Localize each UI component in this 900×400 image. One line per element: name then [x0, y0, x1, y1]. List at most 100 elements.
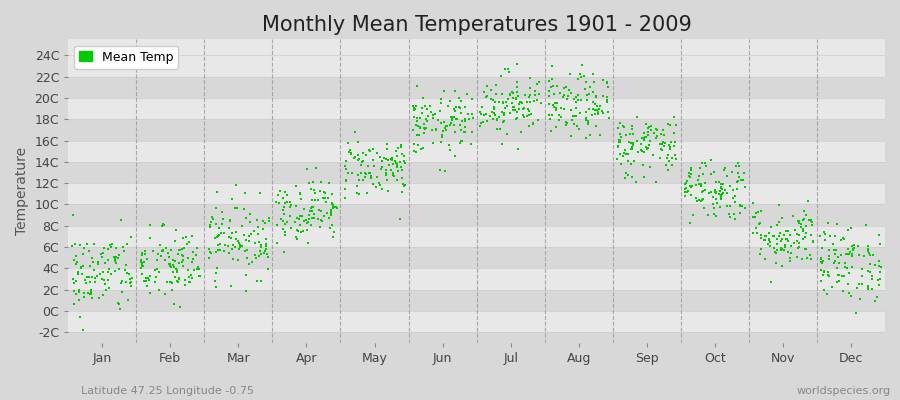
Point	[218, 242, 232, 248]
Point	[542, 112, 556, 118]
Point	[753, 251, 768, 257]
Point	[555, 94, 570, 100]
Point	[92, 295, 106, 302]
Point	[125, 275, 140, 281]
Point	[630, 114, 644, 120]
Point	[338, 163, 353, 169]
Point	[343, 146, 357, 153]
Point	[381, 157, 395, 163]
Point	[135, 260, 149, 266]
Point	[661, 167, 675, 173]
Point	[165, 280, 179, 287]
Point	[374, 164, 389, 170]
Point	[754, 208, 769, 214]
Point	[111, 255, 125, 261]
Point	[344, 150, 358, 156]
Point	[168, 227, 183, 234]
Point	[842, 290, 857, 296]
Point	[222, 250, 237, 256]
Point	[586, 106, 600, 112]
Point	[554, 114, 569, 120]
Point	[825, 284, 840, 290]
Point	[804, 217, 818, 224]
Point	[796, 227, 811, 234]
Point	[154, 253, 168, 260]
Point	[531, 117, 545, 123]
Point	[622, 139, 636, 145]
Point	[833, 252, 848, 258]
Point	[754, 232, 769, 238]
Point	[120, 241, 134, 248]
Point	[338, 186, 353, 192]
Point	[728, 215, 742, 222]
Point	[564, 106, 579, 113]
Point	[714, 192, 728, 198]
Point	[599, 97, 614, 103]
Point	[326, 203, 340, 210]
Point	[842, 246, 856, 252]
Point	[510, 115, 525, 121]
Point	[143, 290, 157, 296]
Point	[559, 84, 573, 90]
Point	[680, 180, 694, 186]
Point	[692, 181, 706, 187]
Point	[563, 90, 578, 96]
Point	[102, 266, 116, 272]
Point	[308, 197, 322, 203]
Point	[783, 243, 797, 250]
Point	[448, 104, 463, 110]
Point	[637, 134, 652, 140]
Point	[522, 94, 536, 100]
Point	[796, 217, 810, 223]
Point	[161, 254, 176, 260]
Point	[228, 244, 242, 250]
Point	[98, 281, 112, 288]
Point	[164, 264, 178, 270]
Point	[664, 139, 679, 146]
Point	[855, 273, 869, 279]
Point	[359, 152, 374, 158]
Point	[680, 178, 695, 185]
Point	[85, 255, 99, 261]
Point	[641, 144, 655, 151]
Point	[753, 235, 768, 242]
Point	[873, 276, 887, 282]
Point	[445, 114, 459, 120]
Point	[291, 228, 305, 234]
Point	[464, 96, 479, 102]
Point	[209, 283, 223, 290]
Point	[560, 96, 574, 102]
Point	[85, 295, 99, 301]
Point	[581, 91, 596, 97]
Point	[171, 246, 185, 253]
Point	[682, 174, 697, 180]
Point	[657, 132, 671, 139]
Point	[562, 70, 577, 77]
Bar	[68, 268, 885, 290]
Point	[142, 277, 157, 283]
Point	[466, 115, 481, 121]
Point	[136, 263, 150, 270]
Point	[586, 88, 600, 95]
Point	[614, 134, 628, 140]
Point	[325, 201, 339, 208]
Point	[123, 283, 138, 289]
Point	[352, 156, 366, 162]
Point	[722, 210, 736, 217]
Point	[424, 109, 438, 116]
Point	[531, 79, 545, 86]
Point	[847, 245, 861, 251]
Point	[379, 141, 393, 148]
Point	[578, 86, 592, 92]
Point	[500, 95, 515, 102]
Point	[370, 174, 384, 181]
Point	[351, 152, 365, 158]
Point	[686, 212, 700, 218]
Point	[70, 271, 85, 277]
Point	[649, 126, 663, 133]
Point	[139, 278, 153, 284]
Point	[646, 152, 661, 158]
Point	[420, 118, 435, 124]
Point	[168, 266, 183, 272]
Point	[626, 141, 640, 148]
